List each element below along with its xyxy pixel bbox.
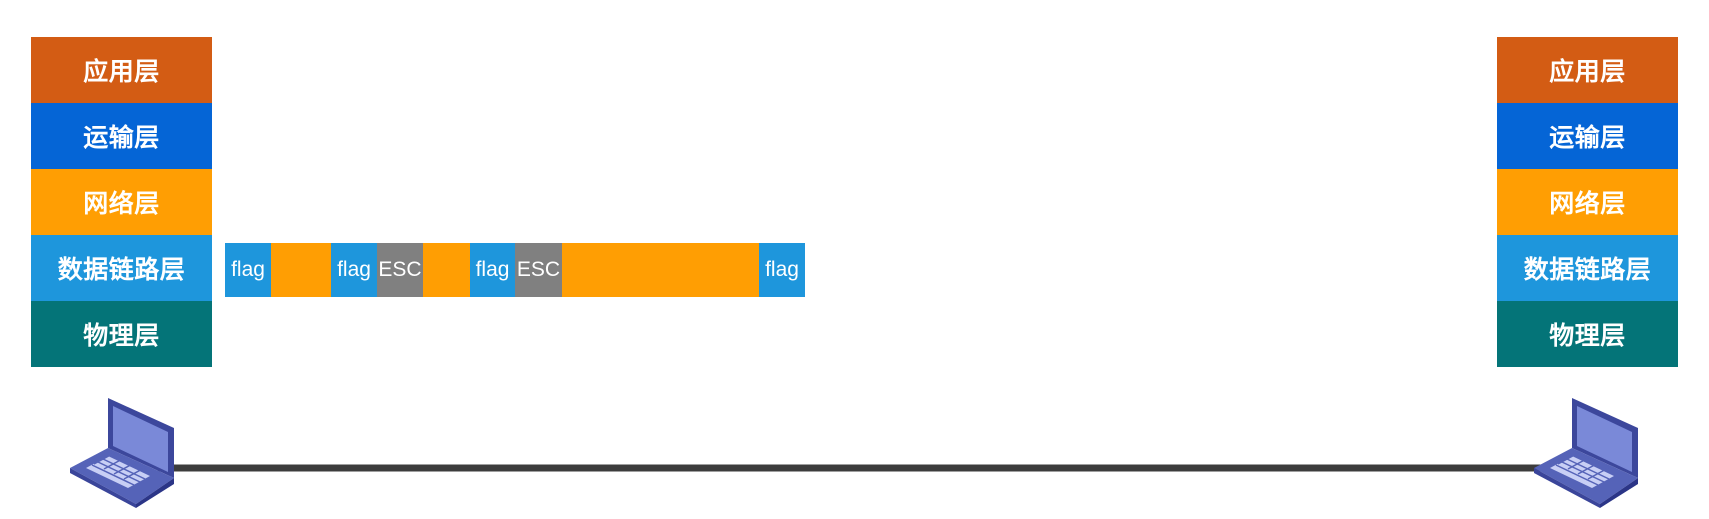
right-layer-application: 应用层: [1497, 37, 1678, 103]
right-layer-transport: 运输层: [1497, 103, 1678, 169]
frame-data-segment: [562, 243, 759, 297]
frame-end-flag: flag: [759, 243, 805, 297]
right-layer-physical: 物理层: [1497, 301, 1678, 367]
left-layer-datalink: 数据链路层: [31, 235, 212, 301]
left-protocol-stack: 应用层 运输层 网络层 数据链路层 物理层: [31, 37, 212, 367]
right-layer-datalink: 数据链路层: [1497, 235, 1678, 301]
right-layer-network: 网络层: [1497, 169, 1678, 235]
right-protocol-stack: 应用层 运输层 网络层 数据链路层 物理层: [1497, 37, 1678, 367]
frame-data-segment: [423, 243, 470, 297]
left-layer-network: 网络层: [31, 169, 212, 235]
frame-stuffed-flag: flag: [470, 243, 515, 297]
laptop-icon: [70, 398, 174, 508]
frame-start-flag: flag: [225, 243, 271, 297]
left-layer-application: 应用层: [31, 37, 212, 103]
frame-esc-byte: ESC: [377, 243, 423, 297]
frame-stuffed-flag: flag: [331, 243, 377, 297]
left-layer-physical: 物理层: [31, 301, 212, 367]
link-layer-frame: flag flag ESC flag ESC flag: [225, 243, 805, 297]
left-layer-transport: 运输层: [31, 103, 212, 169]
frame-esc-byte: ESC: [515, 243, 562, 297]
laptop-icon: [1534, 398, 1638, 508]
frame-data-segment: [271, 243, 331, 297]
